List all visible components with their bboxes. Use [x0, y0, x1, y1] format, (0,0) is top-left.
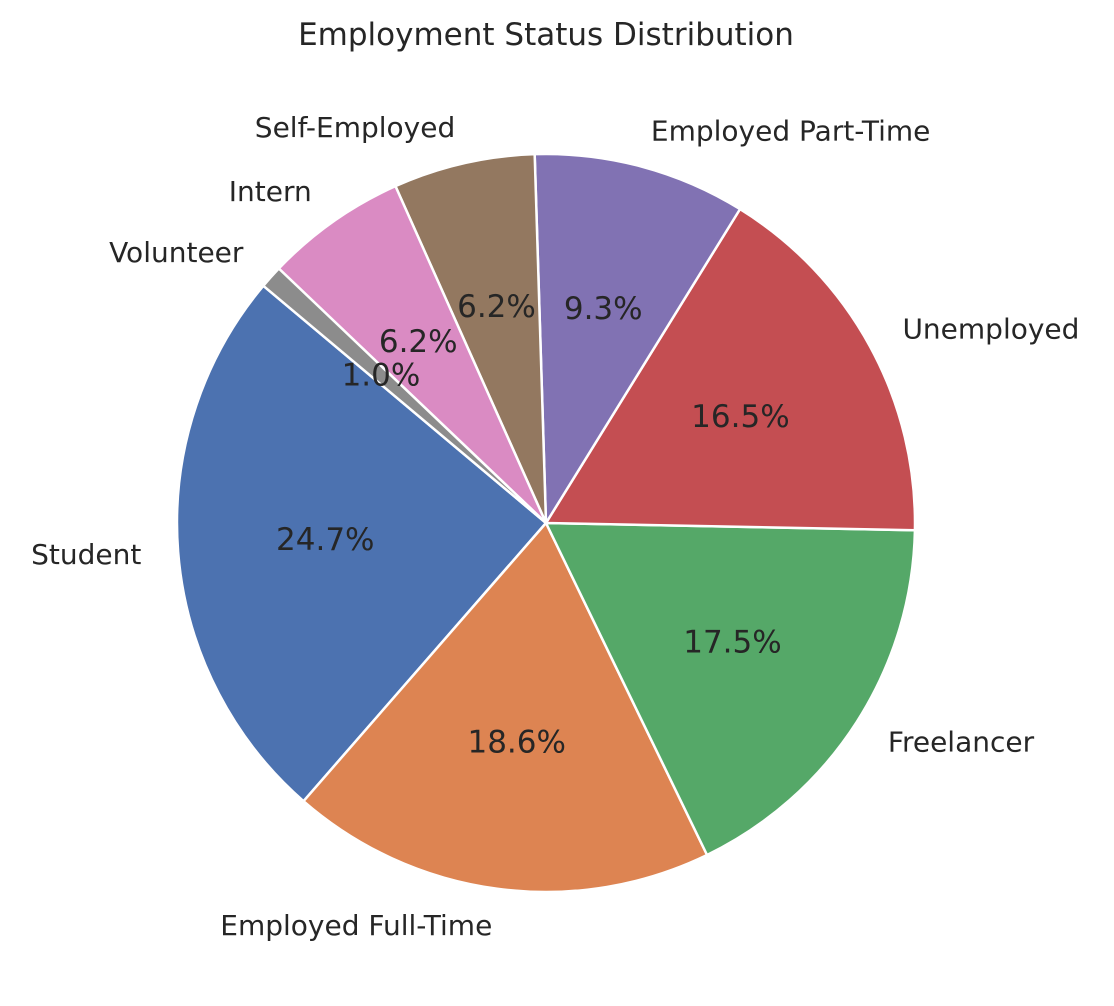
slice-label-volunteer: Volunteer [109, 236, 244, 269]
pie-slice-employed-part-time [533, 152, 742, 525]
slice-label-student: Student [31, 538, 141, 571]
pie-slice-intern [277, 184, 548, 525]
slice-percent-self-employed: 6.2% [457, 289, 536, 325]
slice-percent-employed-part-time: 9.3% [564, 291, 643, 327]
pie-slice-volunteer [262, 267, 548, 525]
pie-slice-student [175, 284, 548, 803]
slice-label-self-employed: Self-Employed [255, 111, 455, 144]
slice-percent-volunteer: 1.0% [342, 357, 421, 393]
slice-percent-unemployed: 16.5% [691, 399, 789, 435]
slice-label-employed-part-time: Employed Part-Time [651, 114, 930, 147]
pie-labels: Student 24.7% Employed Full-Time 18.6% Freel… [31, 111, 1079, 942]
pie-slices [175, 152, 917, 894]
pie-slice-employed-full-time [302, 521, 709, 894]
slice-percent-intern: 6.2% [379, 324, 458, 360]
slice-label-intern: Intern [229, 175, 312, 208]
pie-slice-unemployed [544, 207, 917, 532]
chart-title: Employment Status Distribution [298, 17, 794, 53]
slice-label-unemployed: Unemployed [902, 312, 1079, 345]
pie-slice-freelancer [544, 521, 917, 857]
slice-percent-freelancer: 17.5% [683, 624, 781, 660]
slice-percent-employed-full-time: 18.6% [467, 724, 565, 760]
slice-label-freelancer: Freelancer [888, 725, 1035, 758]
pie-slice-self-employed [394, 152, 548, 525]
slice-percent-student: 24.7% [276, 522, 374, 558]
slice-label-employed-full-time: Employed Full-Time [220, 909, 492, 942]
